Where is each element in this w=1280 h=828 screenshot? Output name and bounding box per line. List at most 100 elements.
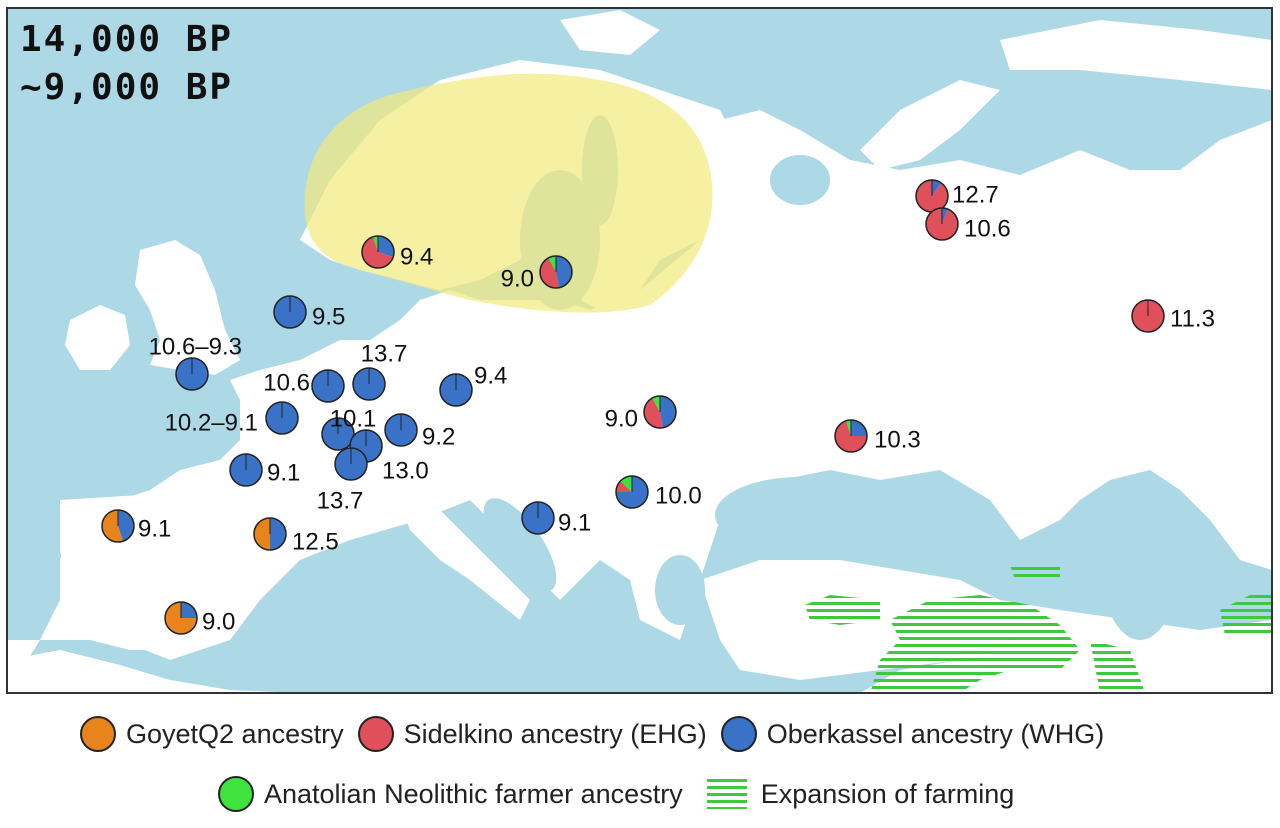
sample-pie: 10.2–9.1 [165,401,299,436]
sample-age-label: 13.7 [317,487,364,514]
sample-pie: 12.5 [253,517,339,555]
sample-age-label: 9.2 [422,423,455,450]
north-africa-land [7,650,300,693]
sidelkino-swatch-icon [357,716,394,752]
sample-age-label: 10.3 [874,426,921,453]
pie-slice-anatolian [620,476,632,492]
pie-outline [334,447,368,481]
legend-label-farming: Expansion of farming [760,778,1015,809]
pie-outline [925,207,959,241]
sample-pie: 10.3 [834,419,921,453]
pie-slice-sidelkino [362,236,394,268]
sample-age-label: 9.1 [267,459,300,486]
farming-area-east [1220,592,1272,635]
adriatic-sea [483,498,557,592]
legend-row-1: GoyetQ2 ancestry Sidelkino ancestry (EHG… [80,712,1118,756]
pie-outline [321,417,355,451]
oberkassel-swatch-icon [720,716,757,752]
legend-label-oberkassel: Oberkassel ancestry (WHG) [766,718,1105,749]
pie-outline [273,295,307,329]
italy-land [395,490,530,620]
pie-slice-oberkassel [660,396,676,428]
pie-outline [643,395,677,429]
time-label-start: 14,000 BP [20,19,234,60]
white-sea [770,155,830,205]
sample-pie: 9.0 [164,601,235,635]
sample-pie: 13.0 [349,429,429,484]
pie-outline [101,509,135,543]
sample-age-label: 9.4 [474,362,507,389]
legend-item-goyet: GoyetQ2 ancestry [80,716,344,752]
pie-outline [311,369,345,403]
sample-age-label: 9.1 [558,509,591,536]
pie-outline [439,373,473,407]
time-label-end: ~9,000 BP [20,67,234,108]
legend-row-2: Anatolian Neolithic farmer ancestry Expa… [218,772,1028,816]
sample-pie: 9.1 [101,509,171,543]
pie-slice-anatolian [548,256,556,272]
pie-outline [615,475,649,509]
sample-age-label: 10.6 [964,215,1011,242]
legend-label-anatolian: Anatolian Neolithic farmer ancestry [264,778,683,809]
pie-outline [229,453,263,487]
caspian-sea [1100,480,1180,640]
sample-age-label: 13.0 [382,457,429,484]
goyet-swatch-icon [80,716,116,752]
pie-slice-anatolian [373,236,378,252]
sample-age-label: 9.1 [138,515,171,542]
black-sea [715,477,885,553]
eurasia-land [7,110,1272,693]
legend-label-sidelkino: Sidelkino ancestry (EHG) [403,718,707,749]
pie-slice-goyet [254,518,270,550]
pie-slice-sidelkino [644,397,663,428]
sample-pie: 9.1 [521,501,591,536]
sample-age-label: 10.0 [655,482,702,509]
sample-age-label: 9.0 [501,265,534,292]
pie-slice-sidelkino [835,420,867,452]
pie-slice-oberkassel [851,420,867,436]
legend-item-anatolian: Anatolian Neolithic farmer ancestry [218,776,683,812]
farming-zone [805,565,1272,693]
pie-outline [265,401,299,435]
pie-outline [352,367,386,401]
sample-pie: 9.4 [361,235,433,270]
novaya-zemlya-land [860,80,1000,170]
pie-outline [1131,299,1165,333]
sample-age-label: 11.3 [1170,305,1215,332]
sample-age-label: 9.5 [312,303,345,330]
sample-pie: 11.3 [1131,299,1215,333]
sample-age-label: 10.2–9.1 [165,409,258,436]
pie-outline [539,255,573,289]
sample-age-label: 9.4 [400,243,433,270]
britain-land [135,240,240,375]
arctic-islands-land [1000,20,1272,90]
sample-pie: 13.7 [317,447,368,514]
sample-pie: 9.4 [439,362,507,407]
pie-outline [253,517,287,551]
pie-outline [361,235,395,269]
ireland-land [65,305,130,370]
sample-age-label: 12.5 [292,528,339,555]
sample-pie: 9.0 [605,395,677,432]
legend-item-sidelkino: Sidelkino ancestry (EHG) [357,716,707,752]
sample-age-label: 9.0 [202,608,235,635]
pie-slice-oberkassel [270,518,286,550]
sample-age-label: 13.7 [361,340,408,367]
farming-area-zagros [1090,640,1145,693]
legend-item-oberkassel: Oberkassel ancestry (WHG) [720,716,1105,752]
pie-slice-anatolian [846,420,851,436]
sample-age-label: 10.6 [263,369,310,396]
pie-slice-oberkassel [942,208,948,224]
sample-pie: 10.6–9.3 [149,333,242,391]
sample-age-label: 10.6–9.3 [149,333,242,360]
sample-age-label: 12.7 [952,181,999,208]
sample-pie: 10.0 [615,475,702,509]
sample-pie: 10.6 [263,369,345,403]
pie-outline [175,357,209,391]
farming-area-caucasus [1010,565,1060,580]
anatolian-swatch-icon [218,776,254,812]
pie-slice-oberkassel [556,256,572,288]
sample-age-label: 9.0 [605,405,638,432]
legend-item-farming: Expansion of farming [706,778,1015,810]
sample-pie: 9.5 [273,295,345,330]
